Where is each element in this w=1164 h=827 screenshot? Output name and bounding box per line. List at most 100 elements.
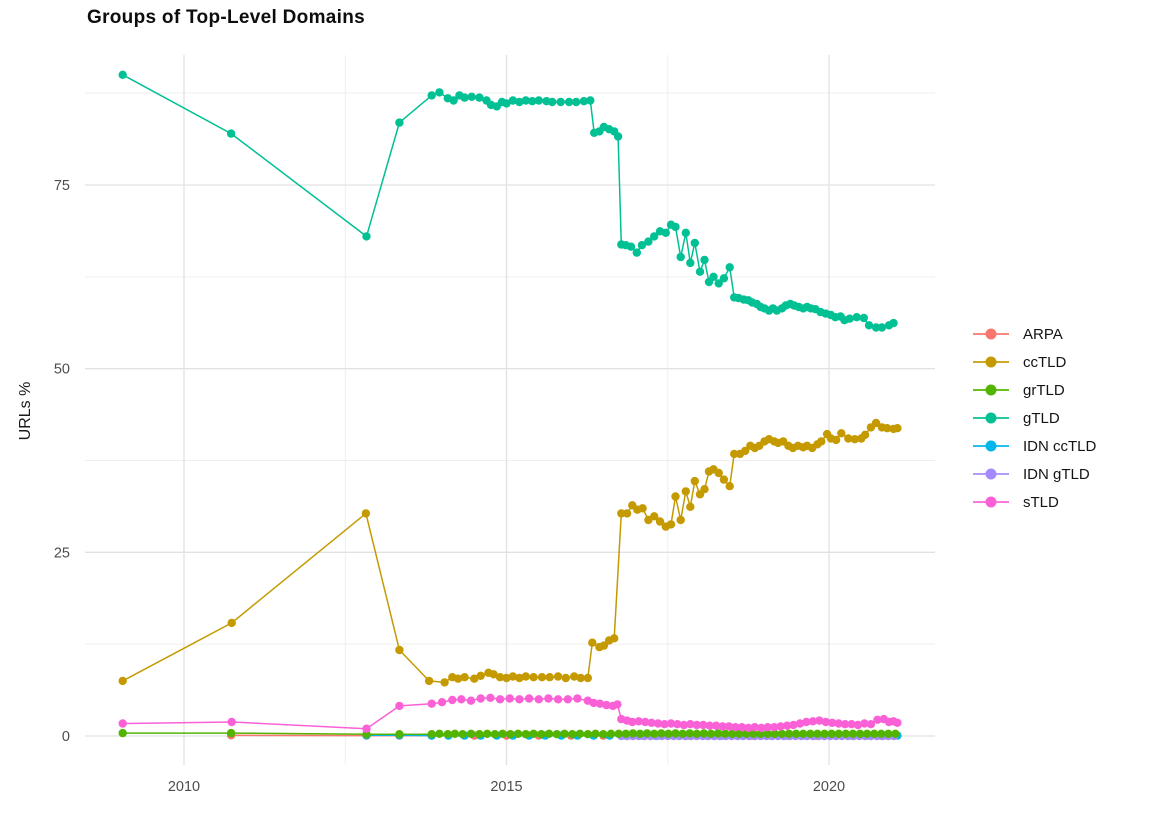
series-gtld-point bbox=[534, 96, 543, 105]
series-stld-point bbox=[795, 719, 805, 728]
series-gtld-point bbox=[564, 97, 574, 107]
y-tick-label: 50 bbox=[54, 362, 70, 378]
series-stld-point bbox=[808, 717, 818, 726]
series-stld-point bbox=[589, 698, 598, 708]
series-cctld-point bbox=[860, 430, 870, 439]
series-gtld-point bbox=[118, 70, 127, 80]
series-cctld-point bbox=[730, 449, 739, 459]
series-gtld-point bbox=[395, 118, 404, 127]
series-stld-point bbox=[653, 719, 663, 728]
series-stld-point bbox=[802, 717, 811, 727]
series-grtld-point bbox=[635, 729, 645, 738]
series-grtld-point bbox=[506, 730, 515, 739]
legend-key-icon bbox=[973, 440, 1009, 452]
series-stld-point bbox=[466, 696, 476, 705]
series-stld-point bbox=[534, 695, 543, 704]
series-stld bbox=[118, 693, 902, 733]
series-stld-point bbox=[711, 721, 721, 730]
series-grtld-point bbox=[521, 730, 530, 739]
series-grtld-point bbox=[118, 728, 127, 738]
series-stld-point bbox=[828, 718, 837, 727]
series-grtld-point bbox=[529, 729, 538, 738]
series-cctld-point bbox=[681, 487, 690, 496]
series-grtld-point bbox=[834, 729, 843, 738]
series-grtld-point bbox=[749, 729, 758, 738]
series-stld-point bbox=[505, 694, 514, 703]
series-gtld-point bbox=[515, 97, 524, 107]
gridlines bbox=[85, 55, 935, 765]
series-cctld-point bbox=[676, 515, 685, 525]
series-stld-point bbox=[573, 694, 582, 703]
series-cctld-point bbox=[655, 517, 665, 526]
series-cctld-point bbox=[617, 509, 626, 518]
series-grtld-point bbox=[537, 730, 546, 739]
series-gtld bbox=[118, 70, 898, 332]
series-gtld-point bbox=[502, 99, 511, 108]
series-cctld-point bbox=[470, 674, 479, 683]
series-gtld-point bbox=[586, 96, 595, 105]
series-stld-point bbox=[628, 717, 637, 727]
series-stld-point bbox=[437, 698, 447, 707]
series-grtld-point bbox=[692, 729, 701, 738]
series-stld-point bbox=[641, 717, 650, 727]
series-stld-point bbox=[595, 699, 605, 708]
series-cctld-point bbox=[638, 504, 647, 513]
series-gtld-point bbox=[572, 97, 581, 107]
series-grtld-point bbox=[435, 729, 444, 738]
series-grtld-point bbox=[575, 729, 585, 738]
series-gtld-point bbox=[449, 96, 458, 105]
series-gtld-point bbox=[226, 129, 236, 138]
series-grtld-point bbox=[877, 729, 886, 738]
series-cctld-point bbox=[361, 509, 371, 518]
series-stld-point bbox=[118, 719, 127, 728]
series-grtld-point bbox=[884, 729, 893, 738]
legend-label: ccTLD bbox=[1023, 353, 1067, 371]
legend-item-idn-cctld: IDN ccTLD bbox=[973, 432, 1096, 460]
series-cctld-point bbox=[686, 502, 695, 511]
series-cctld-point bbox=[440, 678, 449, 687]
series-cctld-point bbox=[666, 520, 676, 529]
series-gtld-point bbox=[864, 321, 874, 330]
series-stld-point bbox=[613, 700, 622, 709]
series-grtld-point bbox=[735, 729, 744, 738]
series-cctld-point bbox=[395, 645, 404, 655]
series-stld-point bbox=[776, 722, 785, 731]
series-stld-point bbox=[602, 700, 611, 710]
series-grtld-point bbox=[813, 729, 822, 738]
legend-item-arpa: ARPA bbox=[973, 320, 1096, 348]
series-grtld-point bbox=[657, 729, 666, 738]
series-stld-point bbox=[737, 723, 747, 732]
series-gtld-point bbox=[725, 263, 734, 272]
series-cctld-point bbox=[837, 429, 846, 438]
series-grtld-point bbox=[721, 729, 730, 738]
series-cctld-point bbox=[508, 672, 518, 681]
series-grtld-point bbox=[544, 729, 554, 738]
series-stld-point bbox=[757, 723, 766, 733]
series-stld-point bbox=[666, 719, 676, 728]
series-cctld-point bbox=[741, 446, 750, 456]
y-tick-label: 25 bbox=[54, 545, 70, 561]
series-cctld-point bbox=[650, 512, 659, 521]
series-gtld-point bbox=[579, 97, 589, 106]
series-stld-point bbox=[866, 720, 876, 729]
series-cctld-point bbox=[553, 672, 563, 681]
series-gtld-point bbox=[548, 97, 557, 107]
series-cctld-point bbox=[489, 670, 498, 679]
series-stld-point bbox=[699, 720, 708, 730]
series-stld-point bbox=[815, 716, 824, 725]
series-cctld-point bbox=[537, 673, 547, 682]
series-grtld-point bbox=[713, 729, 723, 738]
series-gtld-point bbox=[528, 97, 537, 106]
series-grtld-point bbox=[841, 729, 850, 738]
series-stld-point bbox=[486, 693, 495, 702]
series-grtld-point bbox=[513, 729, 523, 738]
series-grtld-point bbox=[862, 729, 872, 738]
series-cctld-point bbox=[545, 673, 554, 682]
series-cctld-point bbox=[671, 492, 680, 501]
series-cctld-point bbox=[725, 482, 734, 491]
series-gtld-point bbox=[852, 313, 861, 322]
series-gtld-point bbox=[661, 228, 670, 237]
x-tick-label: 2020 bbox=[813, 779, 845, 795]
series-grtld-point bbox=[583, 730, 592, 739]
chart-title: Groups of Top-Level Domains bbox=[87, 7, 365, 28]
